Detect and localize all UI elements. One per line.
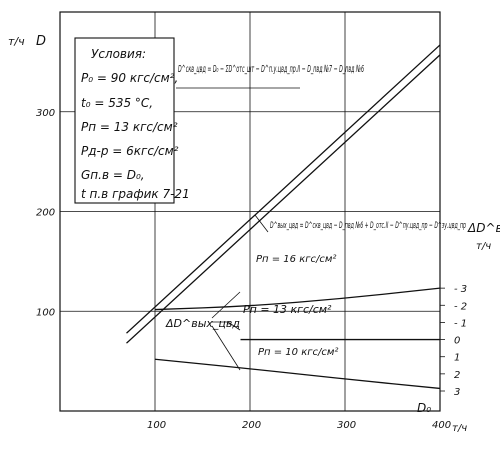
delta-leader-mid — [212, 321, 241, 331]
upper-line-formula: D^скв_цвд = D₀ − ΣD^отс_шт − D^п.у.цвд_п… — [178, 64, 364, 75]
series-lines — [126, 44, 441, 390]
conditions-box: Условия: P₀ = 90 кгс/см², t₀ = 535 °C, P… — [74, 37, 190, 204]
y-left-tick-label: 100 — [36, 307, 55, 318]
conditions-title: Условия: — [91, 47, 146, 61]
y-right-tick-label: 0 — [454, 336, 460, 347]
x-tick-label: 300 — [337, 420, 356, 431]
series-line-2 — [126, 54, 441, 344]
series-line-5 — [154, 358, 441, 390]
left-axis-label: D — [36, 34, 46, 49]
conditions-frame — [74, 37, 175, 204]
p10-label: Pп = 10 кгс/см² — [258, 347, 338, 358]
right-axis-unit: т/ч — [476, 241, 491, 252]
series-line-3 — [154, 287, 441, 311]
x-axis-label: D₀ — [417, 401, 431, 415]
delta-label: ΔD^вых_цвд — [165, 317, 240, 330]
condition-line: P₀ = 90 кгс/см², — [81, 71, 178, 85]
x-axis-unit: т/ч — [452, 423, 467, 434]
right-axis-label: ΔD^вых_цвд — [467, 221, 500, 235]
condition-line: t₀ = 535 °C, — [81, 96, 153, 110]
plot-frame — [59, 11, 441, 412]
tick-labels: 100 200 300 400 100 200 300 3 2 1 0 - 1 - 2 - 3 — [36, 108, 467, 431]
y-right-tick-label: - 1 — [454, 318, 467, 329]
delta-leader-down — [211, 325, 241, 371]
y-right-tick-label: - 3 — [454, 284, 467, 295]
p16-label: Pп = 16 кгс/см² — [256, 254, 336, 265]
lower-line-formula: D^вых_цвд = D^скв_цвд − D_пвд №6 + D_отс… — [270, 221, 466, 231]
lower-formula-leader — [254, 214, 269, 233]
x-tick-label: 100 — [147, 420, 166, 431]
y-left-tick-label: 200 — [36, 208, 55, 219]
y-right-tick-label: 1 — [454, 353, 460, 364]
y-right-tick-label: 2 — [454, 370, 460, 381]
condition-line: Pп = 13 кгс/см² — [81, 120, 178, 134]
series-line-1 — [126, 44, 441, 334]
condition-line: Pд-р = 6кгс/см² — [81, 144, 179, 158]
condition-line: t п.в график 7-21 — [81, 187, 190, 201]
left-axis-unit: т/ч — [8, 35, 25, 48]
y-right-tick-label: - 2 — [454, 301, 467, 312]
delta-leader-up — [211, 291, 241, 319]
x-tick-label: 400 — [432, 420, 451, 431]
y-right-tick-label: 3 — [454, 387, 460, 398]
x-tick-label: 200 — [242, 420, 261, 431]
delta-label-bg — [164, 316, 214, 330]
p13-label: Pп = 13 кгс/см² — [243, 303, 332, 316]
condition-line: Gп.в = D₀, — [81, 168, 145, 182]
y-left-tick-label: 300 — [36, 108, 55, 119]
